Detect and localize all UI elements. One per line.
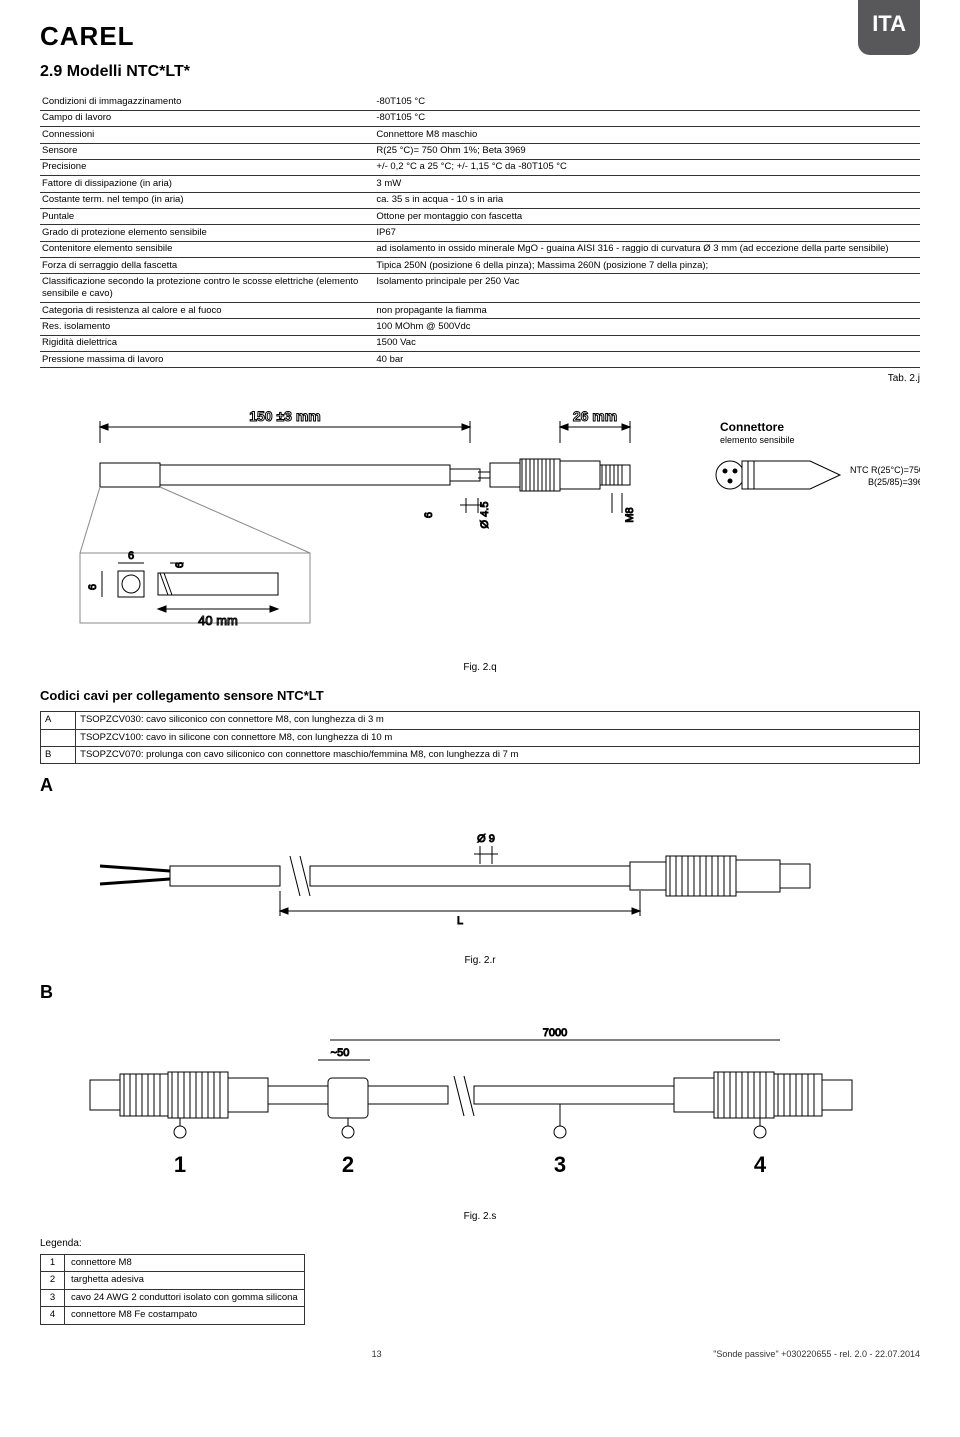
page-number: 13 — [40, 1349, 713, 1361]
letter-b: B — [40, 981, 920, 1004]
spec-val: non propagante la fiamma — [374, 303, 920, 319]
fig-main: Fig. 2.q — [40, 661, 920, 674]
spec-val: Connettore M8 maschio — [374, 127, 920, 143]
spec-val: -80T105 °C — [374, 95, 920, 111]
dim-h2: 6 — [87, 584, 99, 590]
dim-main: 150 ±3 mm — [249, 408, 321, 424]
spec-val: 1500 Vac — [374, 335, 920, 351]
legend-num: 3 — [41, 1289, 65, 1306]
dim-a-diam: Ø 9 — [477, 833, 495, 845]
doc-ref: "Sonde passive" +030220655 - rel. 2.0 - … — [713, 1349, 920, 1361]
spec-key: Sensore — [40, 143, 374, 159]
dim-detail: 40 mm — [198, 613, 238, 628]
connector-label: Connettore — [720, 420, 784, 434]
spec-key: Connessioni — [40, 127, 374, 143]
callout-1: 1 — [174, 1152, 186, 1177]
spec-val: 100 MOhm @ 500Vdc — [374, 319, 920, 335]
legend-title: Legenda: — [40, 1237, 920, 1250]
spec-key: Pressione massima di lavoro — [40, 352, 374, 368]
callout-4: 4 — [754, 1152, 767, 1177]
code-label: A — [41, 712, 76, 729]
language-tab: ITA — [858, 0, 920, 55]
dim-conn: 26 mm — [573, 408, 617, 424]
code-text: TSOPZCV030: cavo siliconico con connetto… — [76, 712, 920, 729]
letter-a: A — [40, 774, 920, 797]
cable-b-diagram: 7000 ~50 — [40, 1022, 920, 1192]
spec-key: Categoria di resistenza al calore e al f… — [40, 303, 374, 319]
spec-key: Condizioni di immagazzinamento — [40, 95, 374, 111]
dim-b-total: 7000 — [543, 1027, 567, 1039]
spec-val: Ottone per montaggio con fascetta — [374, 209, 920, 225]
spec-key: Costante term. nel tempo (in aria) — [40, 192, 374, 208]
spec-key: Rigidità dielettrica — [40, 335, 374, 351]
page-footer: 13 "Sonde passive" +030220655 - rel. 2.0… — [40, 1349, 920, 1361]
spec-val: +/- 0,2 °C a 25 °C; +/- 1,15 °C da -80T1… — [374, 159, 920, 175]
spec-key: Fattore di dissipazione (in aria) — [40, 176, 374, 192]
spec-key: Classificazione secondo la protezione co… — [40, 274, 374, 303]
spec-table: Condizioni di immagazzinamento-80T105 °C… — [40, 95, 920, 369]
probe-diagram: 150 ±3 mm 26 mm — [40, 403, 920, 643]
codes-table: ATSOPZCV030: cavo siliconico con connett… — [40, 711, 920, 764]
fig-a: Fig. 2.r — [40, 954, 920, 967]
spec-key: Res. isolamento — [40, 319, 374, 335]
fig-b: Fig. 2.s — [40, 1210, 920, 1223]
spec-val: Isolamento principale per 250 Vac — [374, 274, 920, 303]
ntc-line1: NTC R(25°C)=750Ω — [850, 465, 920, 475]
legend-num: 1 — [41, 1255, 65, 1272]
ntc-line2: B(25/85)=3969 — [868, 477, 920, 487]
code-text: TSOPZCV070: prolunga con cavo siliconico… — [76, 747, 920, 764]
spec-val: 40 bar — [374, 352, 920, 368]
code-text: TSOPZCV100: cavo in silicone con connett… — [76, 729, 920, 746]
spec-val: 3 mW — [374, 176, 920, 192]
cable-a-diagram: Ø 9 L — [40, 816, 920, 936]
legend-num: 4 — [41, 1307, 65, 1324]
spec-key: Contenitore elemento sensibile — [40, 241, 374, 257]
legend-text: cavo 24 AWG 2 conduttori isolato con gom… — [65, 1289, 305, 1306]
section-title: 2.9 Modelli NTC*LT* — [40, 62, 920, 83]
legend-text: connettore M8 Fe costampato — [65, 1307, 305, 1324]
spec-key: Grado di protezione elemento sensibile — [40, 225, 374, 241]
spec-val: -80T105 °C — [374, 110, 920, 126]
connector-sub: elemento sensibile — [720, 435, 795, 445]
dim-h4: 6 — [174, 562, 186, 568]
code-label: B — [41, 747, 76, 764]
legend-text: targhetta adesiva — [65, 1272, 305, 1289]
legend-table: 1connettore M82targhetta adesiva3cavo 24… — [40, 1254, 305, 1324]
codes-title: Codici cavi per collegamento sensore NTC… — [40, 688, 920, 705]
dim-thread: M8 — [624, 508, 636, 523]
spec-key: Forza di serraggio della fascetta — [40, 258, 374, 274]
callout-2: 2 — [342, 1152, 354, 1177]
spec-val: Tipica 250N (posizione 6 della pinza); M… — [374, 258, 920, 274]
spec-key: Precisione — [40, 159, 374, 175]
dim-h1: 6 — [423, 512, 435, 518]
spec-key: Puntale — [40, 209, 374, 225]
legend-num: 2 — [41, 1272, 65, 1289]
spec-val: ca. 35 s in acqua - 10 s in aria — [374, 192, 920, 208]
spec-key: Campo di lavoro — [40, 110, 374, 126]
spec-val: R(25 °C)= 750 Ohm 1%; Beta 3969 — [374, 143, 920, 159]
spec-val: ad isolamento in ossido minerale MgO - g… — [374, 241, 920, 257]
legend-text: connettore M8 — [65, 1255, 305, 1272]
dim-h3: 6 — [128, 550, 134, 562]
spec-val: IP67 — [374, 225, 920, 241]
table-ref: Tab. 2.j — [40, 372, 920, 385]
dim-b-local: ~50 — [331, 1047, 350, 1059]
dim-diam: Ø 4.5 — [479, 502, 491, 529]
callout-3: 3 — [554, 1152, 566, 1177]
dim-a-len: L — [457, 915, 463, 927]
brand-logo: CAREL — [40, 20, 920, 54]
code-label — [41, 729, 76, 746]
